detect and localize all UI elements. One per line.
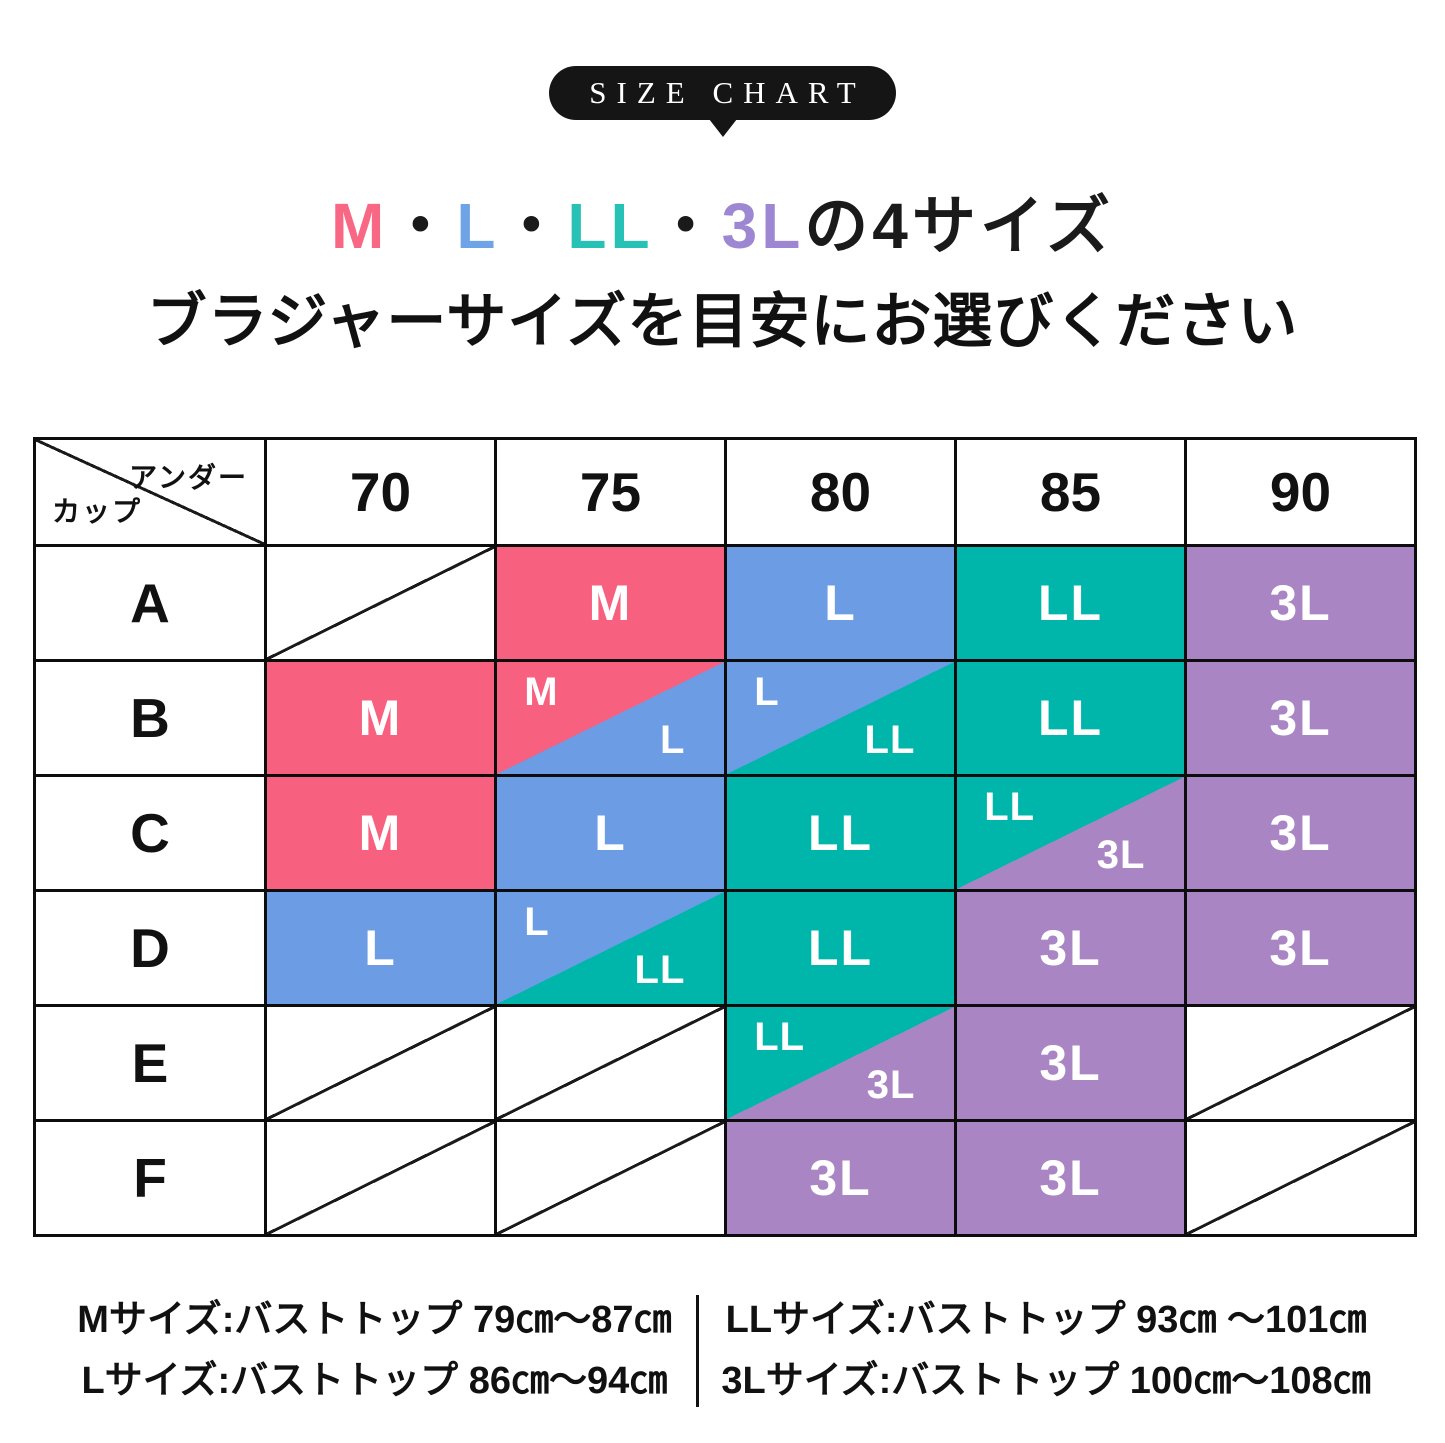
empty-cell bbox=[267, 1122, 494, 1234]
size-label-top-left: L bbox=[754, 669, 780, 714]
size-label-top-left: LL bbox=[754, 1014, 806, 1059]
size-cell: 3L bbox=[957, 1122, 1184, 1234]
size-label: 3L bbox=[1269, 920, 1332, 976]
size-cell-split: LL 3L bbox=[727, 1007, 954, 1119]
size-cell: LL bbox=[727, 777, 954, 889]
title-size-segment: L bbox=[456, 190, 500, 262]
title-sizes: M・L・LL・3Lの4サイズ bbox=[0, 186, 1445, 266]
note-line: 3Lサイズ:バストトップ 100㎝〜108㎝ bbox=[721, 1360, 1371, 1402]
size-chart-badge-pill: SIZE CHART bbox=[549, 66, 896, 120]
size-label: 3L bbox=[1269, 575, 1332, 631]
size-label: LL bbox=[1037, 575, 1104, 631]
title-size-segment: ・ bbox=[499, 190, 568, 262]
size-cell: LL bbox=[957, 662, 1184, 774]
size-label-top-left: LL bbox=[984, 784, 1036, 829]
size-label: LL bbox=[1037, 690, 1104, 746]
size-cell-split: L LL bbox=[497, 892, 724, 1004]
size-cell: 3L bbox=[1187, 547, 1414, 659]
title-size-segment: の4サイズ bbox=[804, 190, 1114, 262]
column-header-85: 85 bbox=[957, 440, 1184, 544]
size-cell: 3L bbox=[1187, 662, 1414, 774]
size-label: 3L bbox=[1039, 920, 1102, 976]
notes-left-column: Mサイズ:バストトップ 79㎝〜87㎝ Lサイズ:バストトップ 86㎝〜94㎝ bbox=[74, 1290, 674, 1412]
size-cell: L bbox=[727, 547, 954, 659]
column-header-90: 90 bbox=[1187, 440, 1414, 544]
title-size-segment: LL bbox=[567, 190, 654, 262]
title-instruction: ブラジャーサイズを目安にお選びください bbox=[146, 288, 1299, 355]
empty-cell bbox=[267, 1007, 494, 1119]
size-label: L bbox=[824, 575, 857, 631]
size-cell-split: L LL bbox=[727, 662, 954, 774]
column-header-80: 80 bbox=[727, 440, 954, 544]
title-size-segment: M bbox=[331, 190, 389, 262]
title-size-segment: ・ bbox=[653, 190, 722, 262]
size-cell: LL bbox=[957, 547, 1184, 659]
size-label-bottom-right: L bbox=[659, 717, 686, 762]
size-notes: Mサイズ:バストトップ 79㎝〜87㎝ Lサイズ:バストトップ 86㎝〜94㎝ L… bbox=[0, 1290, 1445, 1412]
title-size-segment: ・ bbox=[388, 190, 457, 262]
size-label: 3L bbox=[1269, 805, 1332, 861]
size-cell: L bbox=[497, 777, 724, 889]
column-header-70: 70 bbox=[267, 440, 494, 544]
underbust-axis-label: アンダー bbox=[129, 461, 249, 493]
note-line: LLサイズ:バストトップ 93㎝ 〜101㎝ bbox=[725, 1299, 1367, 1341]
size-table: アンダー カップ 70 75 80 85 90 A M L LL 3L B M M L L LL LL 3L C M L… bbox=[33, 437, 1417, 1237]
note-line: Mサイズ:バストトップ 79㎝〜87㎝ bbox=[77, 1299, 672, 1341]
size-cell: L bbox=[267, 892, 494, 1004]
row-header-cup-E: E bbox=[36, 1007, 264, 1119]
empty-cell bbox=[1187, 1122, 1414, 1234]
size-cell: 3L bbox=[957, 892, 1184, 1004]
empty-cell bbox=[1187, 1007, 1414, 1119]
size-label: M bbox=[358, 690, 403, 746]
empty-cell bbox=[497, 1122, 724, 1234]
row-header-cup-F: F bbox=[36, 1122, 264, 1234]
size-label: 3L bbox=[1039, 1035, 1102, 1091]
size-cell: M bbox=[267, 662, 494, 774]
size-cell: 3L bbox=[1187, 892, 1414, 1004]
size-cell: 3L bbox=[727, 1122, 954, 1234]
size-label-bottom-right: 3L bbox=[866, 1062, 916, 1107]
size-cell-split: LL 3L bbox=[957, 777, 1184, 889]
badge-pointer-triangle bbox=[708, 119, 737, 137]
size-label: LL bbox=[807, 805, 874, 861]
row-header-cup-C: C bbox=[36, 777, 264, 889]
size-cell: LL bbox=[727, 892, 954, 1004]
size-label: M bbox=[358, 805, 403, 861]
size-label-top-left: M bbox=[524, 669, 559, 714]
row-header-cup-A: A bbox=[36, 547, 264, 659]
notes-right-column: LLサイズ:バストトップ 93㎝ 〜101㎝ 3Lサイズ:バストトップ 100㎝〜… bbox=[721, 1290, 1370, 1412]
size-label-top-left: L bbox=[524, 899, 550, 944]
size-cell: 3L bbox=[957, 1007, 1184, 1119]
column-header-75: 75 bbox=[497, 440, 724, 544]
title-size-segment: 3L bbox=[721, 190, 805, 262]
size-label: M bbox=[588, 575, 633, 631]
row-header-cup-B: B bbox=[36, 662, 264, 774]
empty-cell bbox=[497, 1007, 724, 1119]
size-label: 3L bbox=[1039, 1150, 1102, 1206]
size-label: LL bbox=[807, 920, 874, 976]
corner-header-cell: アンダー カップ bbox=[36, 440, 264, 544]
size-cell: 3L bbox=[1187, 777, 1414, 889]
size-label: 3L bbox=[1269, 690, 1332, 746]
empty-cell bbox=[267, 547, 494, 659]
size-label: 3L bbox=[809, 1150, 872, 1206]
size-label-bottom-right: LL bbox=[864, 717, 916, 762]
row-header-cup-D: D bbox=[36, 892, 264, 1004]
size-label: L bbox=[594, 805, 627, 861]
size-chart-badge: SIZE CHART bbox=[0, 66, 1445, 137]
size-cell: M bbox=[497, 547, 724, 659]
cup-axis-label: カップ bbox=[51, 496, 142, 528]
size-label-bottom-right: 3L bbox=[1096, 832, 1146, 877]
size-cell: M bbox=[267, 777, 494, 889]
size-label-bottom-right: LL bbox=[634, 947, 686, 992]
note-line: Lサイズ:バストトップ 86㎝〜94㎝ bbox=[81, 1360, 668, 1402]
notes-divider bbox=[696, 1295, 700, 1407]
size-label: L bbox=[364, 920, 397, 976]
